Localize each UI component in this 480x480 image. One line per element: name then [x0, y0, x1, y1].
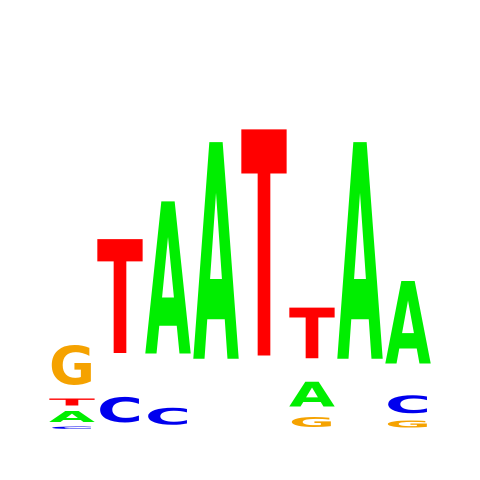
- logo-column-8: GCA: [385, 259, 431, 430]
- logo-letter-c: C: [145, 404, 191, 430]
- logo-letter-c: C: [49, 426, 95, 430]
- logo-letter-a: A: [145, 162, 191, 404]
- logo-letter-g: G: [385, 419, 431, 430]
- logo-letter-a: A: [337, 83, 383, 430]
- logo-letter-t: T: [241, 68, 287, 429]
- logo-column-4: A: [193, 83, 239, 430]
- logo-column-7: A: [337, 83, 383, 430]
- logo-letter-a: A: [385, 259, 431, 390]
- logo-letter-t: T: [97, 209, 143, 391]
- logo-letter-c: C: [385, 391, 431, 419]
- logo-column-5: T: [241, 68, 287, 429]
- logo-letter-a: A: [49, 408, 96, 425]
- logo-letter-t: T: [49, 397, 95, 408]
- logo-column-6: GAT: [289, 294, 336, 430]
- logo-letter-t: T: [289, 294, 335, 375]
- logo-letter-a: A: [193, 83, 239, 430]
- logo-letter-g: G: [289, 415, 335, 431]
- logo-letter-a: A: [289, 376, 336, 415]
- logo-column-2: CT: [97, 209, 143, 430]
- logo-column-3: CA: [145, 162, 191, 431]
- logo-letter-c: C: [97, 390, 143, 430]
- logo-letter-g: G: [49, 336, 95, 397]
